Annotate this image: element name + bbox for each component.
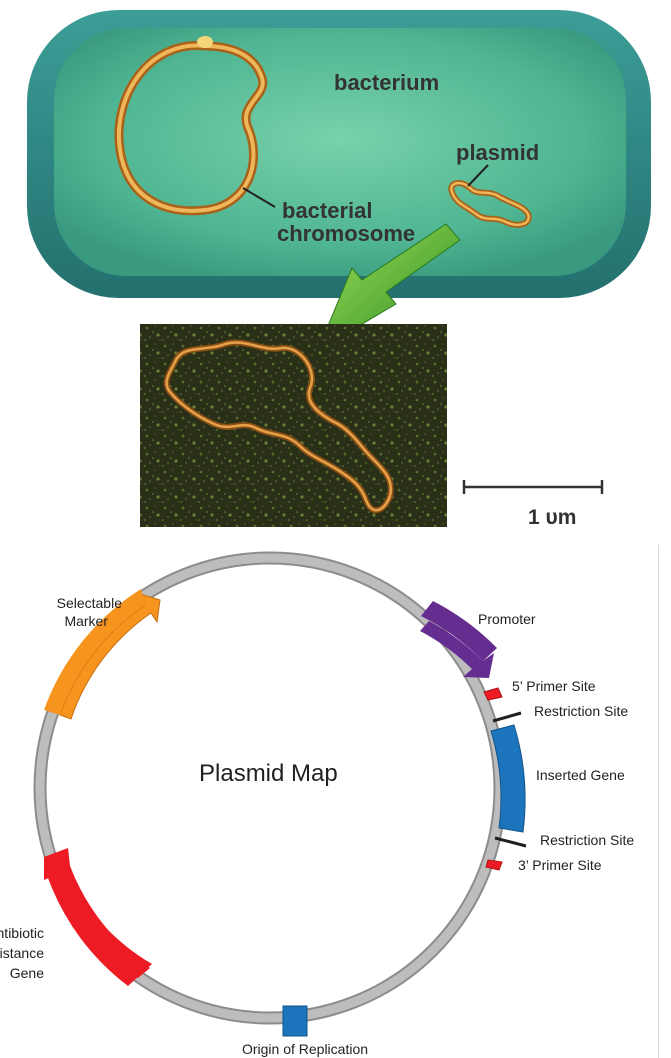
origin-of-replication-label: Origin of Replication	[242, 1041, 368, 1057]
page-divider	[658, 545, 659, 1058]
bacterium-cell	[27, 10, 651, 298]
inserted-gene-label: Inserted Gene	[536, 767, 625, 783]
scale-bar-label: 1 υm	[528, 506, 576, 529]
antibiotic-label-line3: Gene	[10, 965, 44, 981]
antibiotic-label-line2: Resistance	[0, 945, 44, 961]
primer-3-marker	[485, 859, 503, 871]
primer-5-marker	[483, 687, 503, 701]
primer-3-label: 3’ Primer Site	[518, 857, 602, 873]
plasmid-map-title: Plasmid Map	[199, 760, 338, 787]
plasmid-micrograph	[140, 324, 447, 527]
restriction-site-2-marker	[494, 836, 527, 848]
promoter-label: Promoter	[478, 611, 536, 627]
restriction-site-1-marker	[492, 711, 522, 723]
scale-bar	[462, 480, 604, 494]
plasmid-pointer	[467, 164, 489, 187]
plasmid-in-cell	[448, 180, 532, 228]
selectable-marker-label-line1: Selectable	[57, 595, 123, 611]
origin-of-replication-marker	[282, 1005, 308, 1037]
chromosome-label-line1: bacterial	[282, 198, 373, 223]
chromosome-pointer	[242, 187, 276, 208]
bacterium-figure: bacterium plasmid bacterial chromosome 1…	[27, 10, 651, 529]
primer-5-label: 5’ Primer Site	[512, 678, 596, 694]
restriction-site-1-label: Restriction Site	[534, 703, 628, 719]
restriction-site-2-label: Restriction Site	[540, 832, 634, 848]
selectable-marker-segment	[59, 592, 161, 720]
selectable-marker-label-line2: Marker	[64, 613, 108, 629]
plasmid-map-diagram: Plasmid Map Selectable Marker Promoter 5…	[0, 551, 634, 1057]
inserted-gene-segment	[490, 724, 526, 833]
bacterium-label: bacterium	[334, 70, 439, 95]
antibiotic-label-line1: Antibiotic	[0, 925, 44, 941]
chromosome-label-line2: chromosome	[277, 221, 415, 246]
plasmid-label: plasmid	[456, 140, 539, 165]
promoter-segment	[420, 621, 494, 678]
bacterial-chromosome	[114, 36, 268, 216]
